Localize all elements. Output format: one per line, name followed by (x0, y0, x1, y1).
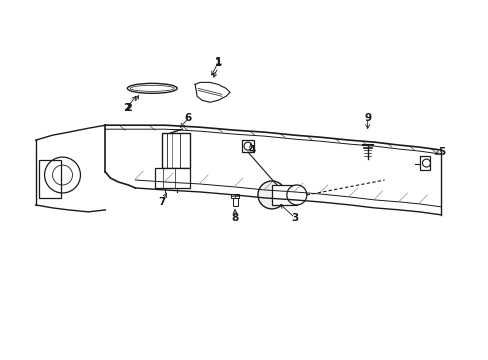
Bar (271, 185, 296, 205)
Text: 5: 5 (437, 147, 444, 157)
Polygon shape (195, 82, 229, 102)
Bar (155, 168, 190, 188)
Bar (232, 198, 237, 206)
Bar (230, 194, 239, 198)
Bar (162, 133, 190, 168)
Text: 1: 1 (214, 58, 221, 68)
Text: 9: 9 (364, 113, 370, 123)
Bar (420, 156, 429, 170)
Text: 2: 2 (125, 103, 131, 113)
Bar (39, 160, 61, 198)
Text: 2: 2 (122, 103, 130, 113)
Text: 8: 8 (231, 213, 238, 223)
Circle shape (286, 185, 306, 205)
Circle shape (258, 181, 285, 209)
Text: 7: 7 (158, 197, 165, 207)
Text: 1: 1 (214, 58, 221, 67)
Text: 3: 3 (291, 213, 298, 223)
Text: 6: 6 (184, 113, 191, 123)
Bar (242, 140, 253, 152)
Text: 4: 4 (248, 145, 255, 155)
